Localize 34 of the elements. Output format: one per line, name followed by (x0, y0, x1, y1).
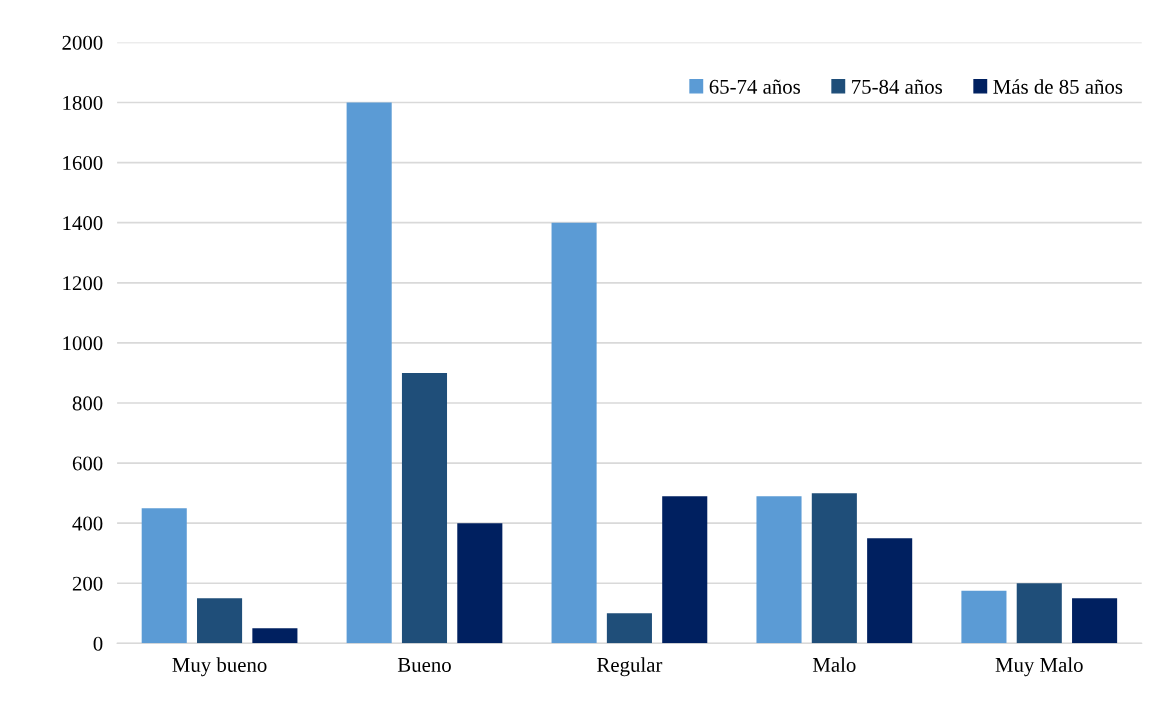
bar (811, 493, 857, 644)
bar (551, 222, 597, 644)
y-tick-label: 1400 (63, 216, 103, 231)
x-tick-label: Bueno (397, 658, 451, 672)
bar (141, 508, 187, 644)
bar (606, 613, 652, 644)
y-tick-label: 1200 (63, 276, 103, 291)
bar (252, 628, 298, 644)
bar (961, 590, 1007, 644)
y-tick-label: 800 (72, 396, 103, 411)
bar (662, 496, 708, 644)
y-tick-label: 1000 (63, 336, 103, 351)
y-tick-label: 200 (72, 576, 103, 591)
y-tick-label: 0 (93, 636, 103, 651)
bar (401, 372, 448, 644)
y-tick-label: 1600 (63, 155, 103, 171)
x-tick-label: Malo (812, 657, 856, 672)
bar (457, 523, 503, 644)
x-tick-label: Muy Malo (995, 657, 1083, 677)
legend-label: 65-74 años (709, 79, 801, 94)
bar (346, 102, 392, 644)
bar (867, 538, 913, 644)
bar (1072, 598, 1118, 644)
x-tick-label: Muy bueno (172, 657, 267, 677)
y-tick-label: 600 (72, 456, 103, 471)
y-tick-label: 1800 (63, 95, 103, 110)
y-tick-label: 400 (72, 516, 103, 531)
legend-label: Más de 85 años (993, 79, 1123, 94)
bar (756, 496, 802, 644)
y-tick-label: 2000 (62, 35, 103, 50)
x-tick-label: Regular (597, 657, 663, 677)
legend-label: 75-84 años (852, 79, 943, 94)
bar (1016, 583, 1062, 644)
bar (197, 598, 243, 644)
